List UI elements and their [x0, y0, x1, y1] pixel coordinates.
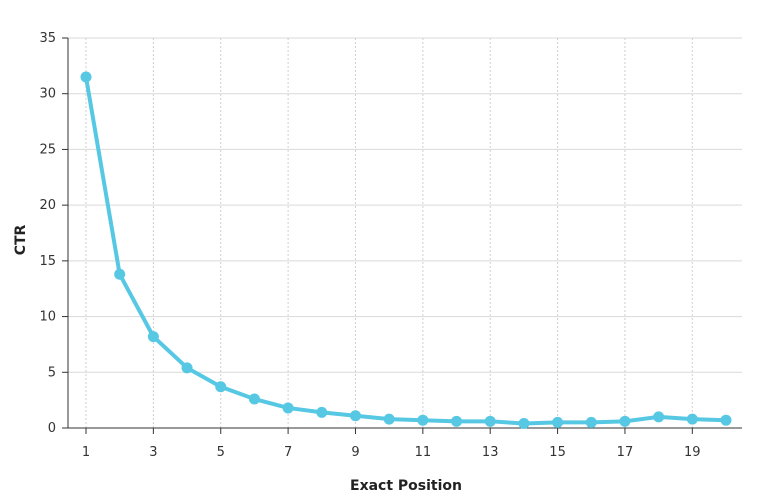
y-axis-title: CTR: [13, 224, 29, 255]
data-point: [619, 415, 631, 427]
x-tick-label: 17: [617, 445, 634, 460]
data-point: [383, 413, 395, 425]
y-axis-ticks: 0 5 10 15 20 25 30 35: [39, 31, 68, 436]
data-point: [720, 414, 732, 426]
series-group: [80, 71, 732, 430]
y-tick-label: 0: [48, 421, 56, 436]
series-line: [84, 75, 728, 426]
data-point: [686, 413, 698, 425]
x-tick-label: 3: [149, 445, 157, 460]
x-tick-label: 9: [351, 445, 359, 460]
data-point: [349, 410, 361, 422]
data-point: [181, 362, 193, 374]
y-tick-label: 35: [39, 31, 56, 46]
data-point: [484, 415, 496, 427]
x-tick-label: 15: [549, 445, 566, 460]
y-tick-label: 10: [39, 310, 56, 325]
data-point: [114, 268, 126, 280]
x-axis-title: Exact Position: [350, 478, 462, 493]
y-tick-label: 25: [39, 142, 56, 157]
data-point: [248, 393, 260, 405]
data-point: [282, 402, 294, 414]
data-point: [585, 416, 597, 428]
x-tick-label: 13: [482, 445, 499, 460]
data-point: [316, 406, 328, 418]
y-tick-label: 15: [39, 254, 56, 269]
data-point: [552, 416, 564, 428]
x-tick-label: 19: [684, 445, 701, 460]
grid: [68, 37, 742, 428]
x-axis-ticks: 1 3 5 7 9 11 13 15 17 19: [82, 428, 701, 460]
y-tick-label: 30: [39, 87, 56, 102]
x-tick-label: 1: [82, 445, 90, 460]
x-tick-label: 5: [217, 445, 225, 460]
data-point: [518, 418, 530, 430]
y-tick-label: 5: [48, 365, 56, 380]
y-tick-label: 20: [39, 198, 56, 213]
data-point: [451, 415, 463, 427]
x-tick-label: 11: [415, 445, 432, 460]
data-point: [653, 411, 665, 423]
data-point: [80, 71, 92, 83]
axes: [67, 38, 742, 429]
data-point: [417, 414, 429, 426]
data-point: [147, 331, 159, 343]
x-tick-label: 7: [284, 445, 292, 460]
data-point: [215, 381, 227, 393]
